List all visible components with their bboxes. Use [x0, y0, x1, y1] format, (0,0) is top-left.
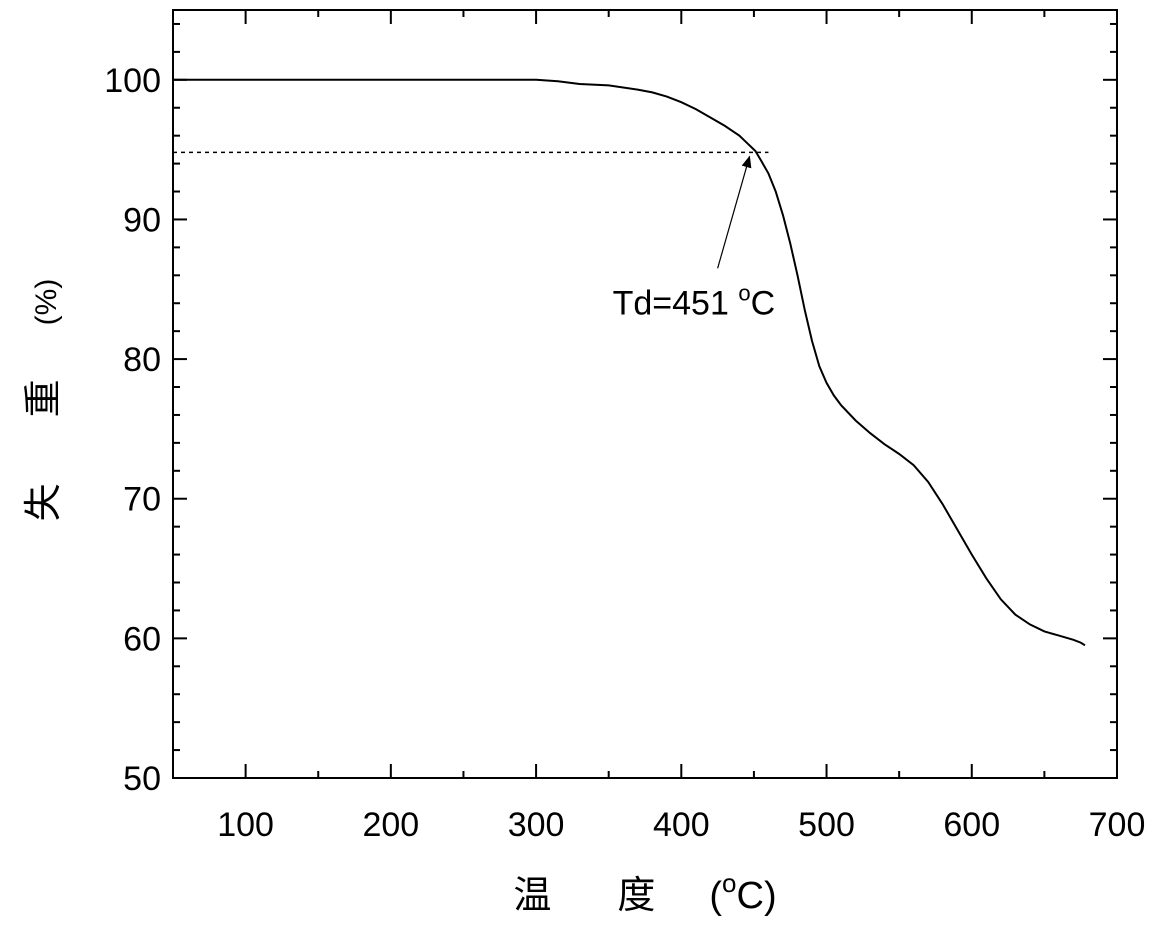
- x-tick-label: 100: [217, 806, 274, 844]
- x-tick-label: 400: [653, 806, 710, 844]
- y-tick-label: 50: [123, 760, 161, 798]
- series-line: [173, 78, 1086, 647]
- axis-ticks: [172, 10, 1118, 779]
- plot-frame: [172, 9, 1118, 779]
- y-axis-title: 失 重(%): [23, 279, 65, 522]
- td-annotation-label: Td=451 oC: [613, 280, 776, 322]
- y-tick-label: 90: [123, 201, 161, 239]
- x-tick-label: 700: [1089, 806, 1146, 844]
- y-tick-label: 70: [123, 481, 161, 519]
- axis-tick-labels: 100 200 300 400 500 600 700 50 60 70 80 90 100: [104, 62, 1145, 844]
- x-tick-label: 300: [508, 806, 565, 844]
- x-tick-label: 200: [362, 806, 419, 844]
- y-tick-label: 80: [123, 341, 161, 379]
- x-tick-label: 600: [943, 806, 1000, 844]
- annotation-arrow: [717, 155, 752, 269]
- x-tick-label: 500: [798, 806, 855, 844]
- y-tick-label: 60: [123, 620, 161, 658]
- x-axis-title: 温 度 (oC): [513, 868, 776, 917]
- y-tick-label: 100: [104, 62, 161, 100]
